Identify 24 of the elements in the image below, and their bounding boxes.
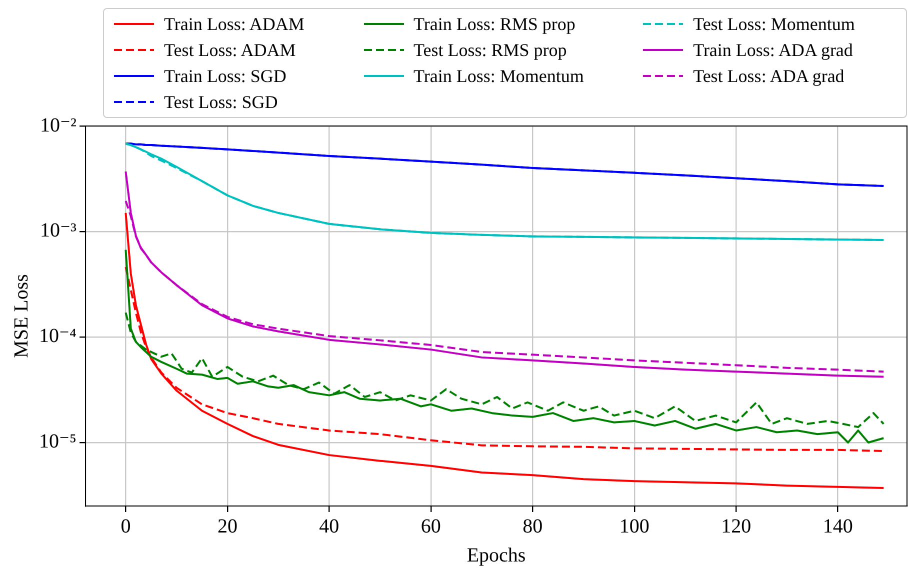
- y-tick-label: 10⁻²: [40, 114, 77, 136]
- legend-label: Test Loss: ADAM: [164, 40, 296, 60]
- legend-label: Test Loss: SGD: [164, 92, 278, 112]
- legend-label: Train Loss: Momentum: [414, 66, 584, 86]
- legend-label: Test Loss: Momentum: [693, 14, 855, 34]
- legend-label: Train Loss: RMS prop: [414, 14, 576, 34]
- legend-label: Train Loss: SGD: [164, 66, 286, 86]
- x-tick-label: 80: [522, 515, 543, 538]
- x-tick-label: 0: [120, 515, 131, 538]
- x-tick-label: 40: [319, 515, 340, 538]
- legend-label: Train Loss: ADAM: [164, 14, 304, 34]
- legend-label: Test Loss: ADA grad: [693, 66, 844, 86]
- y-tick-label: 10⁻⁵: [39, 430, 77, 453]
- y-tick-label: 10⁻³: [40, 220, 77, 242]
- x-axis-title: Epochs: [466, 544, 526, 566]
- legend-label: Train Loss: ADA grad: [693, 40, 853, 60]
- x-tick-label: 140: [822, 515, 853, 538]
- legend-label: Test Loss: RMS prop: [414, 40, 567, 60]
- y-axis-title: MSE Loss: [10, 274, 32, 358]
- x-tick-label: 20: [217, 515, 238, 538]
- x-tick-label: 100: [619, 515, 650, 538]
- y-tick-label: 10⁻⁴: [39, 325, 77, 348]
- x-tick-label: 60: [420, 515, 441, 538]
- x-tick-label: 120: [721, 515, 752, 538]
